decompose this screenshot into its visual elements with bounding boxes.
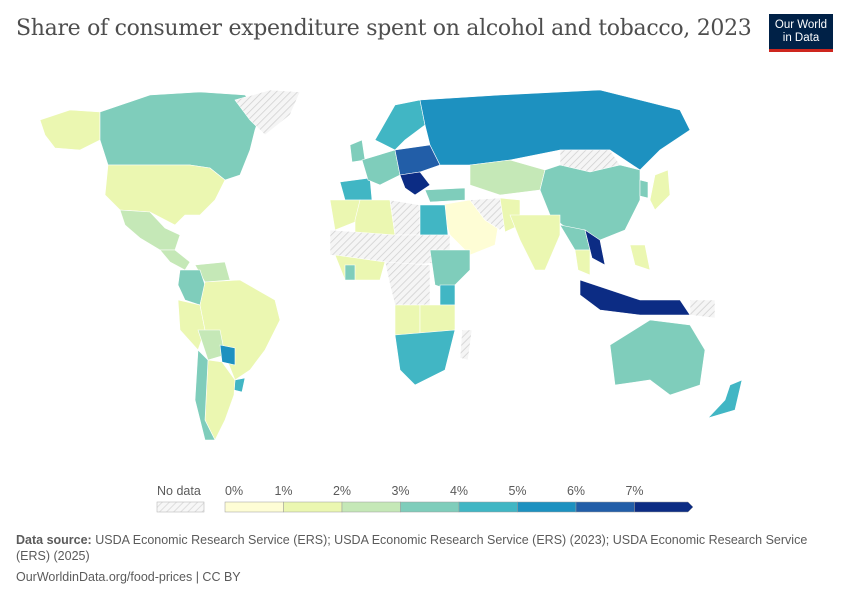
footer-url[interactable]: OurWorldinData.org/food-prices | CC BY [16, 570, 241, 584]
source-label: Data source: [16, 533, 92, 547]
country-region-greenland[interactable] [234, 89, 301, 136]
country-region-laos-vietnam[interactable] [584, 229, 606, 266]
color-legend: No data 0% 1% 2% 3% 4% 5% 6% 7% [0, 480, 850, 520]
country-region-thailand[interactable] [574, 249, 591, 276]
country-region-ghana[interactable] [344, 264, 356, 281]
country-region-balkans[interactable] [399, 171, 431, 196]
world-map[interactable] [0, 70, 850, 470]
legend-tick-label: 3% [391, 484, 409, 498]
no-data-label: No data [157, 484, 201, 498]
country-region-australia[interactable] [609, 319, 706, 396]
country-region-kenya[interactable] [439, 284, 456, 306]
legend-bin[interactable] [224, 501, 284, 513]
data-source: Data source: USDA Economic Research Serv… [16, 532, 836, 564]
source-text: USDA Economic Research Service (ERS); US… [16, 533, 808, 563]
country-region-brazil[interactable] [199, 279, 281, 381]
country-region-chile[interactable] [194, 349, 216, 441]
legend-tick-label: 5% [508, 484, 526, 498]
country-region-madagascar[interactable] [459, 329, 473, 361]
legend-bin[interactable] [283, 501, 343, 513]
country-region-east-africa[interactable] [429, 249, 471, 291]
no-data-swatch [156, 501, 205, 513]
country-region-libya[interactable] [389, 199, 421, 236]
country-region-central-africa[interactable] [384, 261, 431, 306]
legend-bin[interactable] [400, 501, 460, 513]
legend-bin[interactable] [575, 501, 635, 513]
legend-tick-label: 2% [333, 484, 351, 498]
country-region-korea[interactable] [639, 179, 649, 199]
country-region-indonesia[interactable] [579, 279, 691, 316]
logo-line-1: Our World [774, 19, 828, 31]
chart-title: Share of consumer expenditure spent on a… [16, 16, 752, 41]
country-region-uk[interactable] [349, 139, 366, 163]
country-region-egypt[interactable] [419, 204, 449, 236]
country-region-uruguay[interactable] [233, 377, 246, 393]
country-region-southern-africa[interactable] [394, 329, 456, 386]
country-region-alaska[interactable] [39, 109, 101, 151]
country-region-japan[interactable] [649, 169, 671, 211]
legend-tick-label: 7% [625, 484, 643, 498]
legend-tick-label: 6% [567, 484, 585, 498]
legend-tick-label: 4% [450, 484, 468, 498]
legend-bin[interactable] [458, 501, 518, 513]
country-region-scandinavia[interactable] [374, 99, 426, 151]
country-region-india[interactable] [509, 214, 561, 271]
country-region-new-zealand[interactable] [707, 379, 743, 419]
owid-logo[interactable]: Our World in Data [769, 14, 833, 52]
country-region-central-europe[interactable] [394, 144, 441, 176]
legend-tick-label: 0% [225, 484, 243, 498]
legend-bin[interactable] [517, 501, 577, 513]
country-region-papua[interactable] [689, 299, 716, 319]
legend-bin[interactable] [341, 501, 401, 513]
legend-tick-label: 1% [274, 484, 292, 498]
country-region-russia[interactable] [419, 89, 691, 171]
country-region-philippines[interactable] [629, 244, 651, 271]
country-region-turkey[interactable] [424, 187, 466, 203]
country-region-argentina[interactable] [204, 359, 236, 441]
logo-line-2: in Data [782, 32, 820, 44]
legend-scale: No data 0% 1% 2% 3% 4% 5% 6% 7% [156, 484, 694, 513]
legend-bin[interactable] [634, 501, 694, 513]
country-region-usa[interactable] [104, 164, 226, 226]
country-region-angola[interactable] [394, 304, 421, 336]
country-region-iberia[interactable] [339, 177, 373, 201]
country-region-kazakhstan[interactable] [469, 159, 546, 196]
country-region-central-america[interactable] [159, 249, 191, 271]
country-region-western-europe[interactable] [361, 149, 401, 186]
country-region-paraguay[interactable] [219, 344, 236, 366]
